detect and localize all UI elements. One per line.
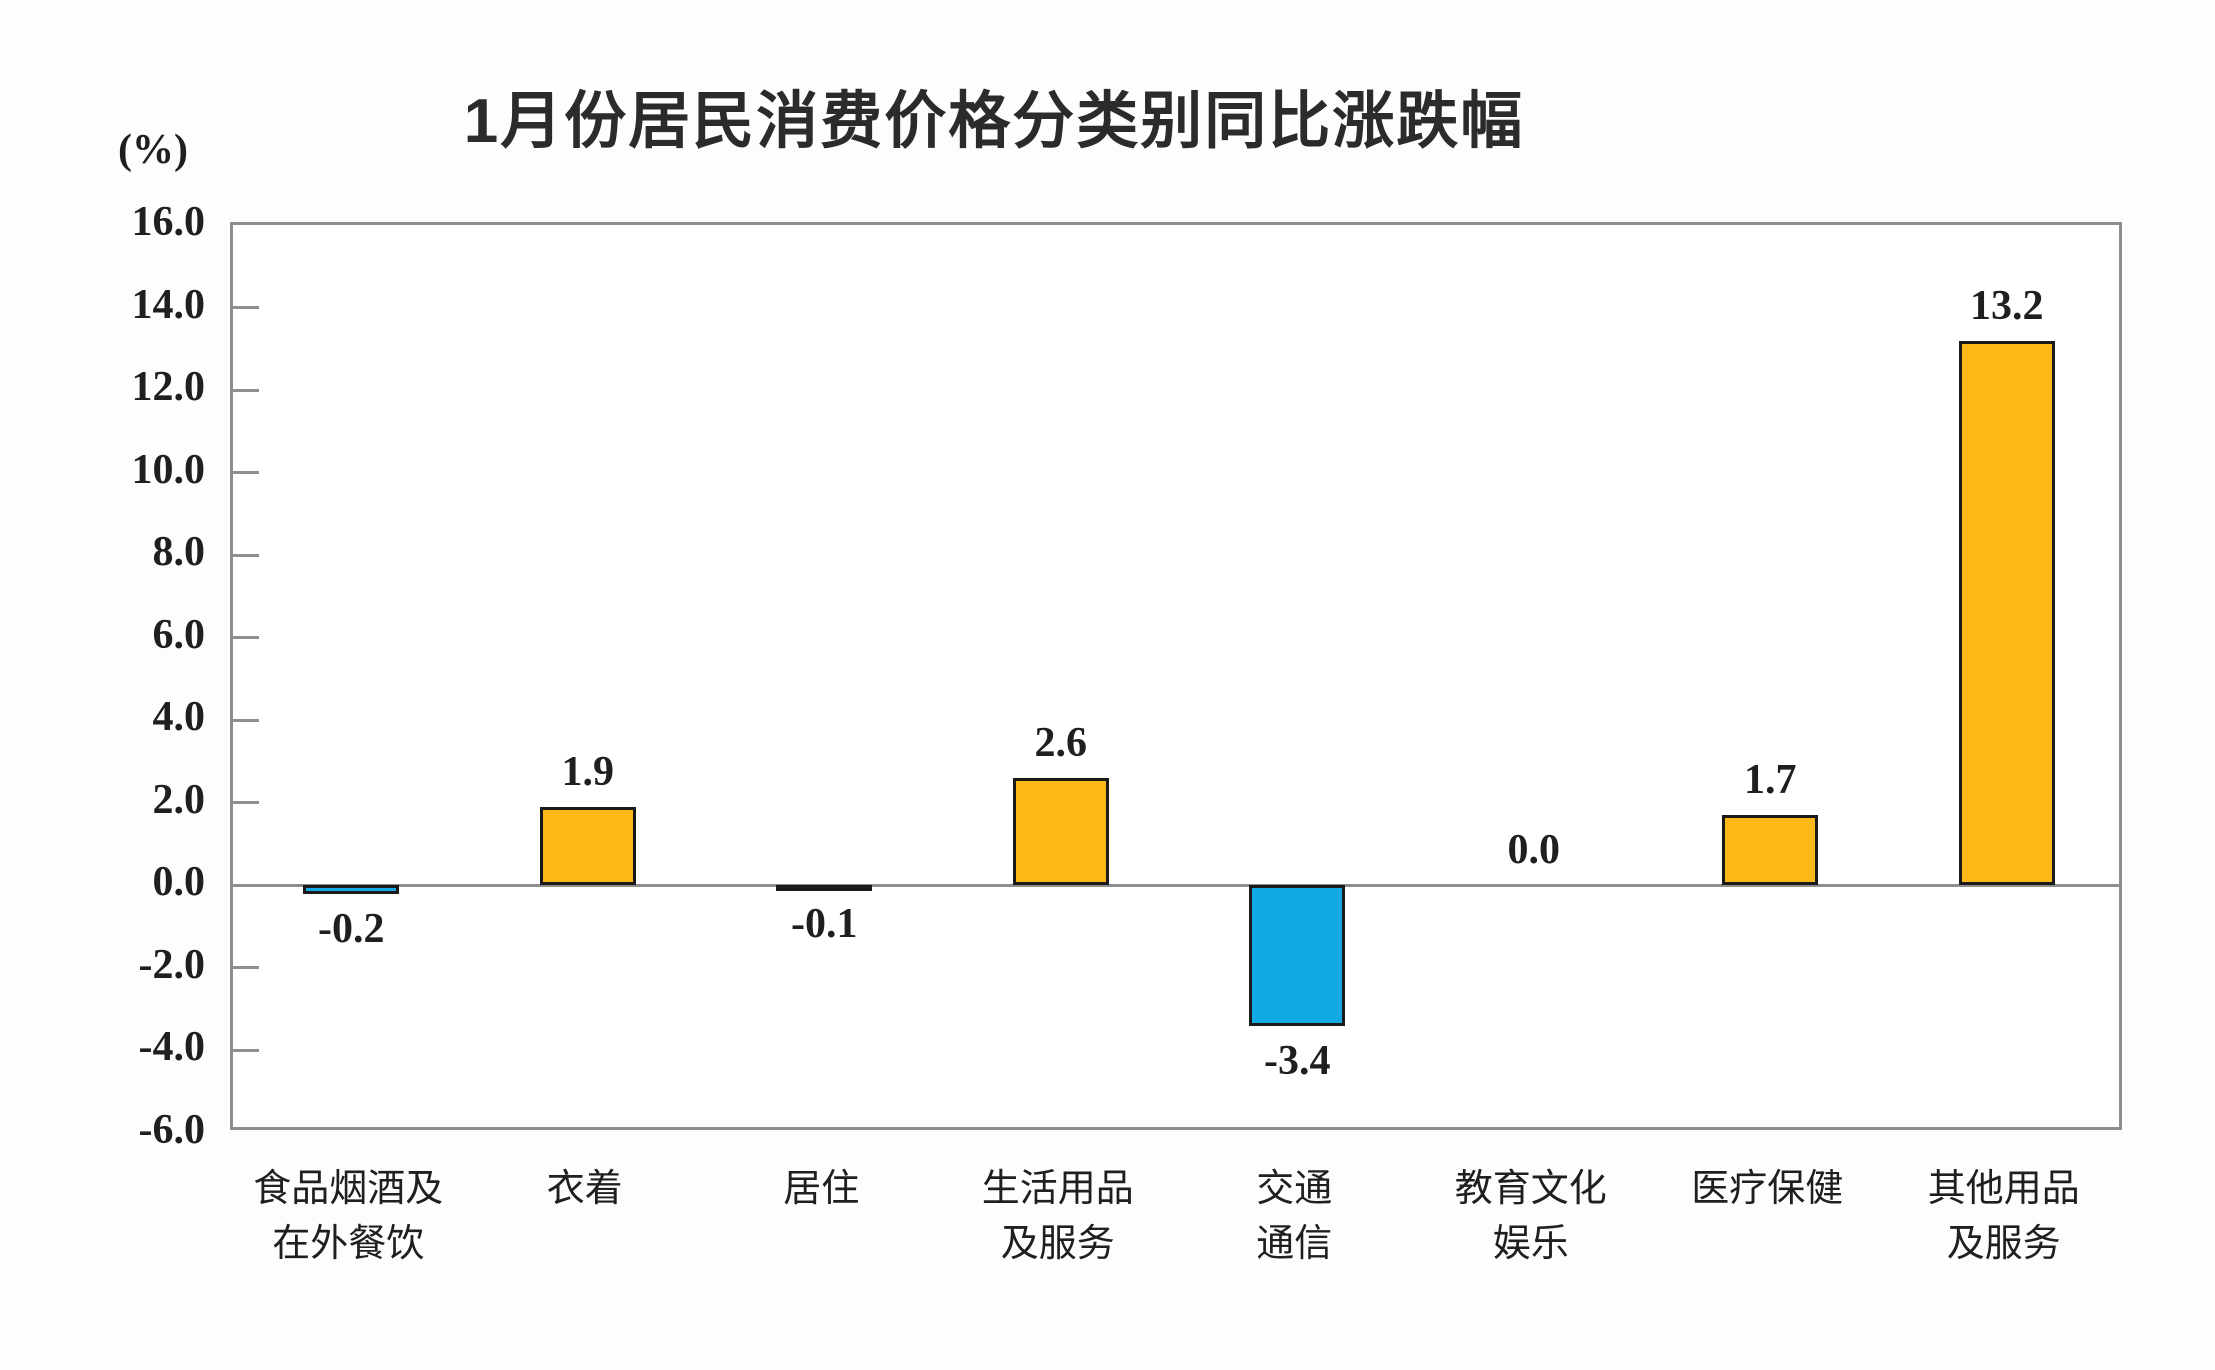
bar-value-label: -0.1 bbox=[791, 901, 858, 948]
bar-value-label: -0.2 bbox=[318, 905, 385, 952]
y-tick-label: 6.0 bbox=[152, 611, 206, 658]
y-tick-label: 2.0 bbox=[152, 776, 206, 823]
y-tick-label: 12.0 bbox=[131, 364, 206, 411]
y-tick-label: 4.0 bbox=[152, 694, 206, 741]
y-tick-label: -4.0 bbox=[138, 1024, 206, 1071]
y-tick-label: -6.0 bbox=[138, 1107, 206, 1153]
bar-value-label: 1.7 bbox=[1744, 757, 1797, 804]
y-tick-mark bbox=[233, 1048, 259, 1052]
y-axis-unit-label: (%) bbox=[118, 127, 188, 173]
x-category-label: 教育文化 娱乐 bbox=[1454, 1168, 1607, 1265]
bar bbox=[1958, 340, 2055, 886]
y-tick-label: 14.0 bbox=[131, 281, 206, 328]
plot-area: -0.2 1.9 -0.1 2.6 -3.4 0.0 1.7 13.2 bbox=[230, 222, 2122, 1130]
x-category-label: 居住 bbox=[783, 1168, 860, 1210]
bar-value-label: 2.6 bbox=[1034, 720, 1088, 767]
chart-title: 1月份居民消费价格分类别同比涨跌幅 bbox=[463, 87, 1525, 156]
x-category-label: 食品烟酒及 在外餐饮 bbox=[253, 1168, 444, 1265]
y-tick-mark bbox=[233, 636, 259, 640]
y-tick-label: 0.0 bbox=[152, 859, 206, 906]
bar-value-label: -3.4 bbox=[1264, 1037, 1331, 1084]
y-tick-label: 16.0 bbox=[131, 199, 206, 245]
y-tick-label: -2.0 bbox=[138, 941, 206, 988]
bar bbox=[303, 885, 400, 894]
zero-axis-line bbox=[233, 883, 2119, 887]
bar-value-label: 0.0 bbox=[1507, 827, 1561, 874]
bar-value-label: 1.9 bbox=[561, 748, 615, 795]
bar bbox=[1012, 778, 1109, 886]
x-category-label: 生活用品 及服务 bbox=[981, 1168, 1134, 1265]
y-tick-mark bbox=[233, 801, 259, 805]
bar bbox=[1722, 815, 1819, 886]
y-tick-mark bbox=[233, 388, 259, 392]
x-category-label: 其他用品 及服务 bbox=[1927, 1168, 2080, 1265]
bar bbox=[776, 885, 873, 892]
bar-value-label: 13.2 bbox=[1970, 282, 2044, 329]
y-tick-label: 10.0 bbox=[131, 446, 206, 493]
y-tick-mark bbox=[233, 718, 259, 722]
y-tick-mark bbox=[233, 883, 259, 887]
x-category-label: 衣着 bbox=[546, 1168, 623, 1210]
x-category-label: 交通 通信 bbox=[1256, 1168, 1333, 1265]
bar bbox=[539, 806, 636, 886]
y-tick-label: 8.0 bbox=[152, 529, 206, 576]
x-category-label: 医疗保健 bbox=[1691, 1168, 1844, 1210]
y-tick-mark bbox=[233, 471, 259, 475]
y-tick-mark bbox=[233, 553, 259, 557]
y-tick-mark bbox=[233, 966, 259, 970]
y-tick-mark bbox=[233, 306, 259, 310]
bar bbox=[1249, 885, 1346, 1026]
